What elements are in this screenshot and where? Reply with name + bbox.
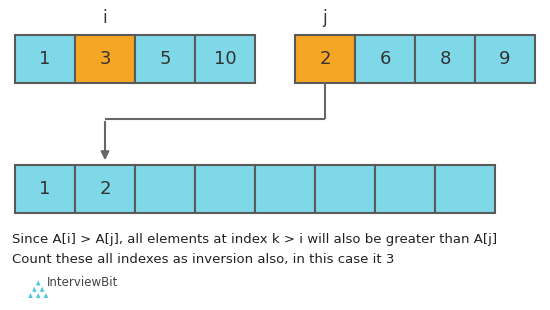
Bar bbox=[255, 165, 315, 213]
Text: 2: 2 bbox=[319, 50, 331, 68]
Text: 9: 9 bbox=[499, 50, 511, 68]
Text: 1: 1 bbox=[39, 180, 51, 198]
Text: 8: 8 bbox=[439, 50, 450, 68]
Text: Since A[i] > A[j], all elements at index k > i will also be greater than A[j]: Since A[i] > A[j], all elements at index… bbox=[12, 233, 497, 246]
Bar bbox=[135, 165, 195, 213]
Text: i: i bbox=[103, 9, 107, 27]
Bar bbox=[375, 165, 435, 213]
Bar bbox=[135, 35, 195, 83]
Text: 1: 1 bbox=[39, 50, 51, 68]
Text: 3: 3 bbox=[99, 50, 111, 68]
Text: j: j bbox=[323, 9, 327, 27]
Bar bbox=[315, 165, 375, 213]
Bar bbox=[355, 35, 415, 83]
Bar bbox=[75, 35, 135, 83]
Text: 6: 6 bbox=[379, 50, 390, 68]
Bar bbox=[475, 35, 535, 83]
Polygon shape bbox=[28, 292, 34, 299]
Polygon shape bbox=[35, 292, 41, 299]
Bar bbox=[195, 165, 255, 213]
Polygon shape bbox=[43, 292, 49, 299]
Polygon shape bbox=[39, 285, 45, 292]
Text: 5: 5 bbox=[160, 50, 170, 68]
Bar bbox=[15, 35, 75, 83]
Bar bbox=[15, 165, 75, 213]
Bar bbox=[435, 165, 495, 213]
Text: InterviewBit: InterviewBit bbox=[47, 276, 118, 289]
Bar bbox=[195, 35, 255, 83]
Bar bbox=[295, 35, 355, 83]
Bar bbox=[415, 35, 475, 83]
Polygon shape bbox=[35, 279, 41, 286]
Text: Count these all indexes as inversion also, in this case it 3: Count these all indexes as inversion als… bbox=[12, 253, 394, 266]
Text: 10: 10 bbox=[214, 50, 236, 68]
Text: 2: 2 bbox=[99, 180, 111, 198]
Polygon shape bbox=[31, 285, 37, 292]
Bar bbox=[75, 165, 135, 213]
